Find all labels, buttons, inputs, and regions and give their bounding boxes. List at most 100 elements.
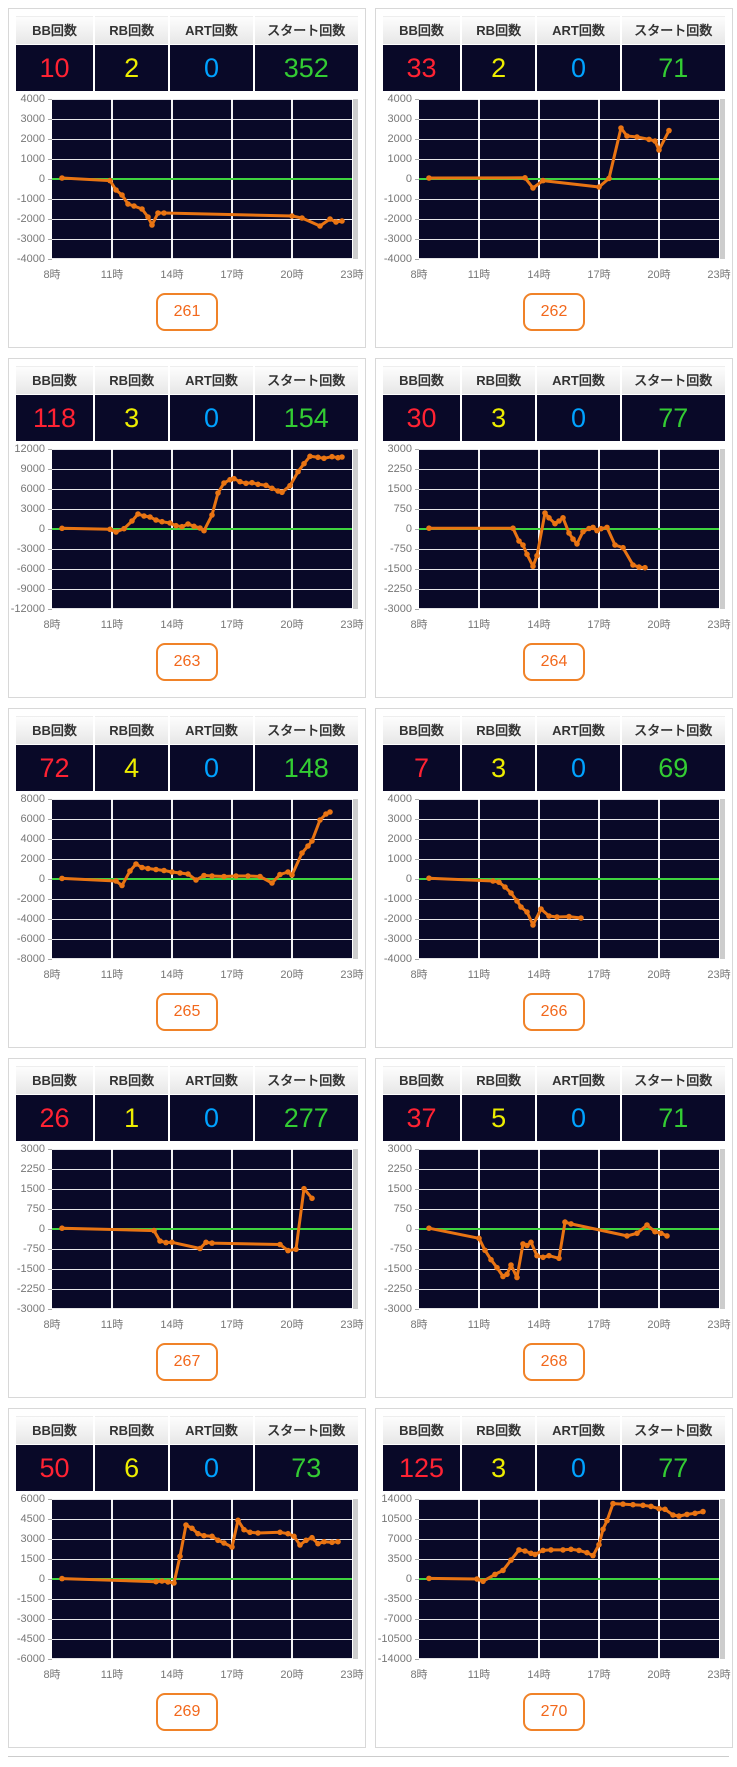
rb-count-value: 3: [461, 745, 536, 791]
x-tick-label: 11時: [100, 1669, 124, 1681]
slump-chart-svg: [52, 799, 352, 959]
bb-count-value: 7: [383, 745, 460, 791]
y-tick-label: 0: [406, 1223, 419, 1235]
machine-number-badge[interactable]: 270: [523, 1693, 585, 1731]
x-axis-labels: 8時 11時 14時 17時 20時 23時: [410, 259, 730, 285]
x-tick-label: 8時: [43, 269, 61, 281]
slump-chart: 3000 2250 1500 750 0 -750 -1500 -2250 -3000: [383, 1143, 725, 1315]
x-tick-label: 8時: [43, 1319, 61, 1331]
stat-header-bb: BB回数: [383, 16, 460, 44]
x-tick-label: 14時: [160, 619, 184, 631]
y-tick-label: 0: [39, 873, 52, 885]
stat-header-row: BB回数 RB回数 ART回数 スタート回数: [16, 716, 358, 744]
x-tick-label: 14時: [160, 1669, 184, 1681]
machine-number-badge[interactable]: 267: [156, 1343, 218, 1381]
chart-right-shadow: [353, 449, 358, 609]
x-tick-label: 11時: [467, 1669, 491, 1681]
machine-number-badge[interactable]: 265: [156, 993, 218, 1031]
x-tick-label: 14時: [160, 269, 184, 281]
y-tick-label: -4000: [384, 253, 419, 265]
stat-header-art: ART回数: [170, 16, 253, 44]
art-count-value: 0: [170, 1445, 253, 1491]
stat-header-bb: BB回数: [16, 1416, 93, 1444]
rb-count-value: 2: [94, 45, 169, 91]
rb-count-value: 1: [94, 1095, 169, 1141]
machine-number-badge[interactable]: 261: [156, 293, 218, 331]
y-tick-label: -3000: [17, 543, 52, 555]
y-tick-label: -3000: [384, 603, 419, 615]
x-tick-label: 23時: [707, 1669, 731, 1681]
y-tick-label: 4500: [21, 1513, 52, 1525]
y-tick-label: 1500: [21, 1553, 52, 1565]
y-tick-label: -3500: [384, 1593, 419, 1605]
bb-count-value: 72: [16, 745, 93, 791]
y-tick-label: -2000: [17, 213, 52, 225]
slump-chart: 12000 9000 6000 3000 0 -3000 -6000 -9000 -12000: [11, 443, 358, 615]
badge-row: 265: [16, 985, 358, 1047]
y-tick-label: -8000: [17, 953, 52, 965]
x-tick-label: 20時: [280, 1669, 304, 1681]
chart-right-shadow: [720, 449, 725, 609]
y-tick-label: -6000: [17, 1653, 52, 1665]
chart-right-shadow: [720, 799, 725, 959]
machine-number-badge[interactable]: 263: [156, 643, 218, 681]
y-tick-label: -2250: [384, 583, 419, 595]
y-tick-label: -1500: [384, 1263, 419, 1275]
start-count-value: 77: [621, 395, 725, 441]
slump-chart-svg: [52, 1149, 352, 1309]
start-count-value: 73: [254, 1445, 358, 1491]
start-count-value: 277: [254, 1095, 358, 1141]
y-tick-label: 3000: [388, 813, 419, 825]
y-tick-label: -4500: [17, 1633, 52, 1645]
y-tick-label: 1000: [388, 853, 419, 865]
badge-row: 263: [16, 635, 358, 697]
machine-number-badge[interactable]: 268: [523, 1343, 585, 1381]
chart-right-shadow: [353, 99, 358, 259]
stat-header-start: スタート回数: [621, 366, 725, 394]
stat-header-art: ART回数: [537, 716, 620, 744]
badge-row: 264: [383, 635, 725, 697]
machine-panel: BB回数 RB回数 ART回数 スタート回数 72 4 0 148 8000 60…: [8, 708, 366, 1048]
y-tick-label: 0: [406, 1573, 419, 1585]
x-tick-label: 14時: [160, 1319, 184, 1331]
x-axis-labels: 8時 11時 14時 17時 20時 23時: [43, 959, 363, 985]
stat-value-row: 50 6 0 73: [16, 1445, 358, 1491]
y-axis-labels: 12000 9000 6000 3000 0 -3000 -6000 -9000 -12000: [11, 443, 52, 615]
stat-header-art: ART回数: [170, 1066, 253, 1094]
badge-row: 268: [383, 1335, 725, 1397]
machine-number-badge[interactable]: 262: [523, 293, 585, 331]
y-tick-label: -1500: [384, 563, 419, 575]
stat-header-rb: RB回数: [94, 1416, 169, 1444]
y-tick-label: 1000: [388, 153, 419, 165]
y-tick-label: 3000: [21, 1533, 52, 1545]
stat-header-art: ART回数: [170, 716, 253, 744]
x-axis-labels: 8時 11時 14時 17時 20時 23時: [43, 259, 363, 285]
y-tick-label: -2250: [17, 1283, 52, 1295]
y-tick-label: 3000: [388, 1143, 419, 1155]
slump-chart: 4000 3000 2000 1000 0 -1000 -2000 -3000 -4000: [16, 93, 358, 265]
slump-chart-svg: [52, 449, 352, 609]
start-count-value: 154: [254, 395, 358, 441]
chart-right-shadow: [353, 1149, 358, 1309]
y-tick-label: 14000: [381, 1493, 419, 1505]
chart-right-shadow: [720, 1149, 725, 1309]
machine-panel: BB回数 RB回数 ART回数 スタート回数 125 3 0 77 14000 1…: [375, 1408, 733, 1748]
stat-header-start: スタート回数: [621, 16, 725, 44]
y-tick-label: -1500: [17, 1263, 52, 1275]
machine-panel: BB回数 RB回数 ART回数 スタート回数 26 1 0 277 3000 22…: [8, 1058, 366, 1398]
x-tick-label: 23時: [340, 969, 364, 981]
x-tick-label: 23時: [340, 269, 364, 281]
stat-value-row: 33 2 0 71: [383, 45, 725, 91]
y-tick-label: -1500: [17, 1593, 52, 1605]
y-tick-label: -3000: [384, 1303, 419, 1315]
stat-header-start: スタート回数: [254, 1416, 358, 1444]
machine-number-badge[interactable]: 269: [156, 1693, 218, 1731]
chart-right-shadow: [353, 1499, 358, 1659]
stat-header-rb: RB回数: [461, 16, 536, 44]
machine-number-badge[interactable]: 266: [523, 993, 585, 1031]
page-divider: [8, 1756, 729, 1758]
y-tick-label: -12000: [11, 603, 52, 615]
y-axis-labels: 8000 6000 4000 2000 0 -2000 -4000 -6000 -8000: [16, 793, 52, 965]
stat-header-start: スタート回数: [621, 1066, 725, 1094]
machine-number-badge[interactable]: 264: [523, 643, 585, 681]
